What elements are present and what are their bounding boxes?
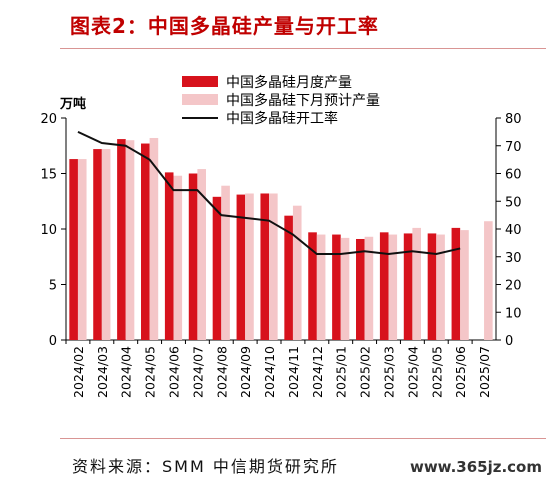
chart-title: 图表2：中国多晶硅产量与开工率 [70,14,379,38]
right-tick-label: 60 [505,168,522,183]
bar-monthly-output [164,172,174,340]
right-tick-label: 80 [505,112,522,127]
right-tick-label: 10 [505,306,522,321]
legend-forecast-output-swatch [182,94,218,105]
bar-monthly-output [117,139,126,340]
bar-forecast-output [197,169,206,340]
bar-forecast-output [245,193,254,340]
bar-forecast-output [77,159,87,340]
bar-monthly-output [260,193,270,340]
legend-forecast-output-label: 中国多晶硅下月预计产量 [226,92,380,109]
bar-forecast-output [460,230,469,340]
footer-divider [60,438,546,439]
title-divider [60,48,546,49]
bar-monthly-output [188,173,198,340]
bar-forecast-output [292,205,302,340]
bar-monthly-output [403,233,413,340]
left-tick-label: 10 [40,223,57,238]
x-tick-label: 2024/05 [143,346,158,398]
bar-monthly-output [427,233,437,340]
bar-forecast-output [316,234,326,340]
bar-monthly-output [212,196,222,340]
x-tick-label: 2025/05 [429,346,444,398]
bar-monthly-output [141,143,150,340]
source-note: 资料来源：SMM 中信期货研究所 [72,457,339,476]
x-tick-label: 2024/08 [214,346,229,398]
legend-utilization-rate-label: 中国多晶硅开工率 [226,110,338,127]
bar-forecast-output [388,234,398,340]
bar-monthly-output [356,238,365,340]
x-tick-label: 2024/09 [238,346,253,398]
x-tick-label: 2025/01 [334,346,349,398]
x-tick-label: 2024/10 [262,346,277,398]
bar-forecast-output [484,221,493,340]
bar-monthly-output [308,232,317,340]
right-tick-label: 20 [505,279,522,294]
left-tick-label: 0 [49,334,57,349]
bar-monthly-output [451,227,461,340]
x-tick-label: 2025/04 [405,346,420,398]
bar-forecast-output [364,236,374,340]
bar-monthly-output [93,149,102,340]
x-tick-label: 2024/12 [310,346,325,398]
legend-monthly-output-label: 中国多晶硅月度产量 [226,74,352,91]
right-tick-label: 70 [505,140,522,155]
x-tick-label: 2025/07 [477,346,492,398]
right-tick-label: 30 [505,251,522,266]
right-tick-label: 0 [505,334,513,349]
left-axis-unit: 万吨 [59,96,86,112]
bar-forecast-output [436,234,445,340]
bar-forecast-output [221,185,230,340]
bar-monthly-output [284,215,293,340]
legend-monthly-output-swatch [182,76,218,87]
right-tick-label: 40 [505,223,522,238]
bar-monthly-output [379,232,389,340]
bar-forecast-output [149,137,159,340]
bar-forecast-output [101,149,111,340]
x-tick-label: 2024/11 [286,346,301,398]
bar-forecast-output [340,237,350,340]
left-tick-label: 15 [40,168,57,183]
bar-forecast-output [173,175,183,340]
x-tick-label: 2025/06 [453,346,468,398]
left-tick-label: 5 [49,279,57,294]
right-tick-label: 50 [505,195,522,210]
x-tick-label: 2024/07 [190,346,205,398]
bar-monthly-output [69,159,78,340]
bar-forecast-output [125,140,135,340]
left-tick-label: 20 [40,112,57,127]
x-tick-label: 2025/03 [382,346,397,398]
bar-forecast-output [412,227,421,340]
line-utilization-rate [77,130,461,255]
bar-monthly-output [236,194,246,340]
x-tick-label: 2024/06 [167,346,182,398]
x-tick-label: 2024/03 [95,346,110,398]
bar-forecast-output [269,193,278,340]
x-tick-label: 2024/02 [71,346,86,398]
watermark-text: www.365jz.com [409,458,542,476]
bar-monthly-output [332,234,341,340]
x-tick-label: 2024/04 [119,346,134,398]
x-tick-label: 2025/02 [358,346,373,398]
